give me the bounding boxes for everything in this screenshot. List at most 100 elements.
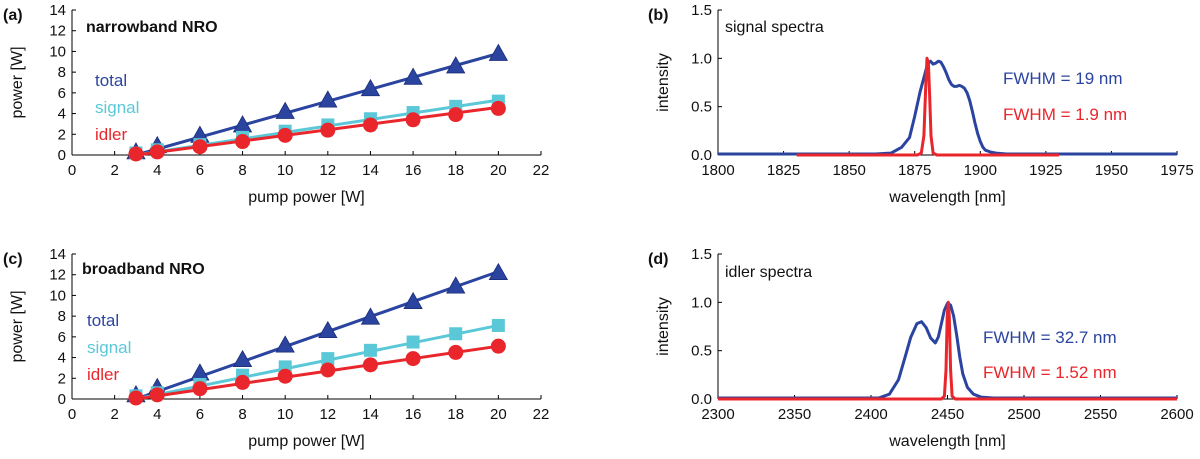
series-1-spectrum: [718, 301, 1177, 400]
x-tick-label: 18: [447, 162, 464, 179]
total-point: [446, 56, 466, 74]
y-tick-label: 4: [58, 106, 66, 123]
x-tick-label: 1950: [1095, 162, 1128, 179]
x-tick-label: 2500: [1007, 406, 1040, 423]
idler-point: [149, 387, 165, 403]
signal-point: [449, 327, 463, 341]
total-point: [275, 101, 295, 119]
x-tick-label: 2550: [1084, 406, 1117, 423]
y-axis-label: intensity: [655, 53, 672, 112]
panel-label: (c): [3, 251, 23, 268]
idler-point: [320, 122, 336, 138]
total-point: [190, 363, 210, 381]
x-tick-label: 1875: [898, 162, 931, 179]
idler-point: [192, 139, 208, 155]
idler-point: [362, 117, 378, 133]
y-tick-label: 0.0: [691, 147, 712, 164]
total-point: [232, 349, 253, 368]
legend-total: total: [95, 71, 127, 90]
legend-idler: idler: [95, 125, 127, 144]
total-point: [488, 262, 509, 281]
series-2-spectrum: [796, 56, 1059, 157]
chart-panel-3: 0 2 4 6 8 10 12 14 16 18 20 22 0 2 4 6 8 10 12 14 pump power…: [3, 246, 549, 450]
idler-point: [448, 107, 464, 123]
x-tick-label: 6: [196, 406, 204, 423]
fwhm-annotation: FWHM = 19 nm: [1003, 69, 1123, 88]
x-tick-label: 1900: [964, 162, 997, 179]
idler-point: [405, 351, 421, 367]
panel-label: (b): [648, 7, 668, 24]
legend-total: total: [87, 311, 119, 330]
x-tick-label: 22: [533, 162, 550, 179]
idler-point: [149, 144, 165, 160]
total-point: [403, 291, 423, 310]
idler-fit-line: [135, 105, 499, 157]
x-tick-label: 2: [110, 162, 118, 179]
y-tick-label: 10: [49, 43, 66, 60]
chart-title: idler spectra: [725, 264, 812, 281]
y-tick-label: 1.0: [691, 50, 712, 67]
total-point: [446, 276, 466, 294]
chart-title: broadband NRO: [82, 261, 205, 278]
x-tick-label: 12: [319, 162, 336, 179]
x-tick-label: 22: [533, 406, 550, 423]
y-tick-label: 0.5: [691, 343, 712, 360]
total-point: [360, 307, 381, 325]
y-tick-label: 0: [58, 391, 66, 408]
total-point: [318, 320, 338, 339]
series-2-spectrum: [718, 300, 1177, 401]
x-tick-label: 2400: [854, 406, 887, 423]
idler-point: [362, 357, 378, 373]
idler-point: [405, 112, 421, 128]
chart-panel-4: 2300 2350 2400 2450 2500 2550 2600 0.0 0.5 1.0 1.5…: [648, 246, 1194, 450]
chart-panel-2: 1800 1825 1850 1875 1900 1925 1950 1975 0.0 0.5 1.…: [648, 2, 1194, 206]
idler-point: [490, 338, 506, 354]
x-axis-label: pump power [W]: [248, 433, 364, 450]
idler-point: [192, 381, 208, 397]
panel-label: (d): [648, 251, 668, 268]
signal-point: [321, 352, 335, 366]
total-point: [403, 67, 423, 85]
chart-title: narrowband NRO: [86, 19, 218, 36]
x-tick-label: 2450: [931, 406, 964, 423]
idler-point: [490, 100, 506, 116]
x-axis-label: wavelength [nm]: [888, 433, 1006, 450]
x-tick-label: 2300: [701, 406, 734, 423]
x-tick-label: 14: [362, 406, 379, 423]
panel-label: (a): [3, 7, 23, 24]
y-tick-label: 12: [49, 267, 66, 284]
x-tick-label: 20: [490, 162, 507, 179]
chart-panel-1: 0 2 4 6 8 10 12 14 16 18 20 22 0 2 4 6 8 10 12 14 pump power…: [3, 2, 549, 206]
x-tick-label: 1825: [767, 162, 800, 179]
total-fit-line: [135, 52, 499, 157]
y-tick-label: 6: [58, 329, 66, 346]
y-tick-label: 0: [58, 147, 66, 164]
y-tick-label: 14: [49, 246, 66, 263]
x-tick-label: 16: [405, 406, 422, 423]
total-point: [488, 43, 509, 61]
y-tick-label: 14: [49, 2, 66, 19]
idler-point: [448, 344, 464, 360]
y-tick-label: 2: [58, 126, 66, 143]
x-tick-label: 10: [277, 162, 294, 179]
idler-point: [320, 362, 336, 378]
total-point: [318, 90, 338, 108]
legend-signal: signal: [87, 338, 131, 357]
x-tick-label: 16: [405, 162, 422, 179]
x-tick-label: 2: [110, 406, 118, 423]
x-tick-label: 14: [362, 162, 379, 179]
legend-idler: idler: [87, 365, 119, 384]
y-tick-label: 1.5: [691, 246, 712, 263]
x-tick-label: 2350: [778, 406, 811, 423]
y-tick-label: 8: [58, 64, 66, 81]
y-tick-label: 10: [49, 287, 66, 304]
y-tick-label: 4: [58, 350, 66, 367]
x-tick-label: 8: [238, 406, 246, 423]
y-tick-label: 0.5: [691, 99, 712, 116]
x-tick-label: 1925: [1029, 162, 1062, 179]
fwhm-annotation: FWHM = 1.52 nm: [983, 363, 1117, 382]
idler-point: [128, 146, 144, 162]
idler-point: [235, 134, 251, 150]
fwhm-annotation: FWHM = 32.7 nm: [983, 328, 1117, 347]
